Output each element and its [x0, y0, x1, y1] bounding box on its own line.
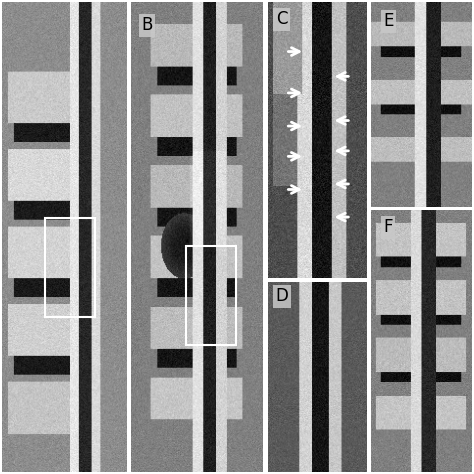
Text: C: C [276, 10, 287, 28]
Text: F: F [383, 219, 393, 237]
Text: E: E [383, 12, 393, 30]
Bar [186, 246, 236, 345]
Bar [46, 218, 95, 317]
Text: D: D [276, 287, 289, 305]
Text: B: B [141, 16, 153, 34]
